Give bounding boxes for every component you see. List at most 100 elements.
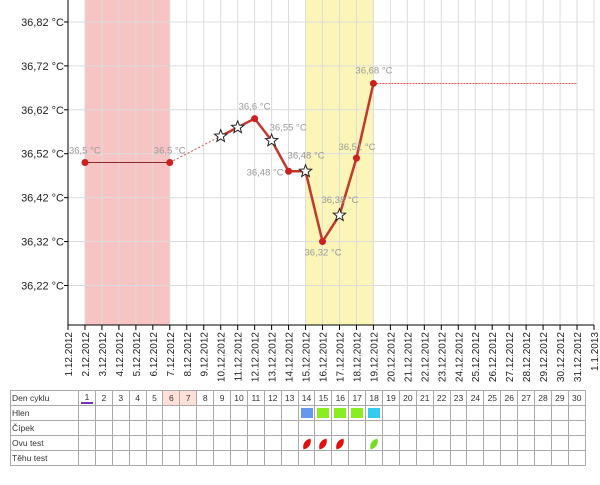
empty-cell[interactable] xyxy=(550,450,569,466)
empty-cell[interactable] xyxy=(196,450,215,466)
mucus-cell[interactable] xyxy=(567,405,586,421)
ovu-test-cell[interactable] xyxy=(280,435,299,451)
empty-cell[interactable] xyxy=(517,450,536,466)
day-cell[interactable]: 14 xyxy=(297,390,316,406)
empty-cell[interactable] xyxy=(382,450,400,466)
day-cell[interactable]: 8 xyxy=(196,390,215,406)
ovu-test-cell[interactable] xyxy=(246,435,265,451)
empty-cell[interactable] xyxy=(297,450,316,466)
empty-cell[interactable] xyxy=(213,450,232,466)
ovu-test-cell[interactable] xyxy=(111,435,130,451)
empty-cell[interactable] xyxy=(432,420,451,436)
empty-cell[interactable] xyxy=(449,420,468,436)
empty-cell[interactable] xyxy=(280,420,299,436)
mucus-cell[interactable] xyxy=(432,405,451,421)
mucus-cell[interactable] xyxy=(449,405,468,421)
ovu-test-cell[interactable] xyxy=(196,435,215,451)
empty-cell[interactable] xyxy=(196,420,215,436)
ovu-test-cell[interactable] xyxy=(483,435,502,451)
empty-cell[interactable] xyxy=(382,420,400,436)
ovu-test-cell[interactable] xyxy=(297,435,316,451)
day-cell[interactable]: 3 xyxy=(111,390,130,406)
mucus-cell[interactable] xyxy=(78,405,96,421)
empty-cell[interactable] xyxy=(213,420,232,436)
day-cell[interactable]: 18 xyxy=(365,390,384,406)
empty-cell[interactable] xyxy=(111,450,130,466)
day-cell[interactable]: 2 xyxy=(94,390,113,406)
day-cell[interactable]: 7 xyxy=(179,390,198,406)
mucus-cell[interactable] xyxy=(331,405,350,421)
ovu-test-cell[interactable] xyxy=(517,435,536,451)
day-cell[interactable]: 6 xyxy=(162,390,181,406)
day-cell[interactable]: 13 xyxy=(280,390,299,406)
ovu-test-cell[interactable] xyxy=(263,435,282,451)
day-cell[interactable]: 9 xyxy=(213,390,232,406)
empty-cell[interactable] xyxy=(78,450,96,466)
empty-cell[interactable] xyxy=(331,420,350,436)
empty-cell[interactable] xyxy=(78,420,96,436)
day-cell[interactable]: 25 xyxy=(483,390,502,406)
mucus-cell[interactable] xyxy=(162,405,181,421)
ovu-test-cell[interactable] xyxy=(449,435,468,451)
day-cell[interactable]: 22 xyxy=(432,390,451,406)
empty-cell[interactable] xyxy=(534,420,552,436)
empty-cell[interactable] xyxy=(466,420,485,436)
ovu-test-cell[interactable] xyxy=(78,435,96,451)
empty-cell[interactable] xyxy=(246,420,265,436)
empty-cell[interactable] xyxy=(128,420,147,436)
mucus-cell[interactable] xyxy=(297,405,316,421)
mucus-cell[interactable] xyxy=(213,405,232,421)
day-cell[interactable]: 27 xyxy=(517,390,536,406)
empty-cell[interactable] xyxy=(94,450,113,466)
ovu-test-cell[interactable] xyxy=(398,435,417,451)
empty-cell[interactable] xyxy=(398,420,417,436)
day-cell[interactable]: 5 xyxy=(145,390,164,406)
empty-cell[interactable] xyxy=(230,450,248,466)
mucus-cell[interactable] xyxy=(415,405,434,421)
empty-cell[interactable] xyxy=(567,420,586,436)
mucus-cell[interactable] xyxy=(94,405,113,421)
ovu-test-cell[interactable] xyxy=(179,435,198,451)
day-cell[interactable]: 29 xyxy=(550,390,569,406)
empty-cell[interactable] xyxy=(500,420,519,436)
ovu-test-cell[interactable] xyxy=(365,435,384,451)
mucus-cell[interactable] xyxy=(111,405,130,421)
day-cell[interactable]: 10 xyxy=(230,390,248,406)
mucus-cell[interactable] xyxy=(128,405,147,421)
mucus-cell[interactable] xyxy=(466,405,485,421)
empty-cell[interactable] xyxy=(314,450,333,466)
day-cell[interactable]: 26 xyxy=(500,390,519,406)
mucus-cell[interactable] xyxy=(534,405,552,421)
ovu-test-cell[interactable] xyxy=(432,435,451,451)
empty-cell[interactable] xyxy=(415,450,434,466)
day-cell[interactable]: 23 xyxy=(449,390,468,406)
mucus-cell[interactable] xyxy=(179,405,198,421)
empty-cell[interactable] xyxy=(567,450,586,466)
empty-cell[interactable] xyxy=(483,420,502,436)
empty-cell[interactable] xyxy=(145,420,164,436)
empty-cell[interactable] xyxy=(162,450,181,466)
empty-cell[interactable] xyxy=(297,420,316,436)
empty-cell[interactable] xyxy=(483,450,502,466)
empty-cell[interactable] xyxy=(263,450,282,466)
mucus-cell[interactable] xyxy=(280,405,299,421)
empty-cell[interactable] xyxy=(162,420,181,436)
day-cell[interactable]: 11 xyxy=(246,390,265,406)
empty-cell[interactable] xyxy=(280,450,299,466)
ovu-test-cell[interactable] xyxy=(94,435,113,451)
day-cell[interactable]: 16 xyxy=(331,390,350,406)
day-cell[interactable]: 1 xyxy=(78,390,96,406)
mucus-cell[interactable] xyxy=(398,405,417,421)
empty-cell[interactable] xyxy=(550,420,569,436)
empty-cell[interactable] xyxy=(246,450,265,466)
mucus-cell[interactable] xyxy=(145,405,164,421)
empty-cell[interactable] xyxy=(94,420,113,436)
ovu-test-cell[interactable] xyxy=(348,435,367,451)
empty-cell[interactable] xyxy=(348,450,367,466)
empty-cell[interactable] xyxy=(534,450,552,466)
day-cell[interactable]: 24 xyxy=(466,390,485,406)
ovu-test-cell[interactable] xyxy=(145,435,164,451)
empty-cell[interactable] xyxy=(230,420,248,436)
empty-cell[interactable] xyxy=(128,450,147,466)
empty-cell[interactable] xyxy=(365,450,384,466)
